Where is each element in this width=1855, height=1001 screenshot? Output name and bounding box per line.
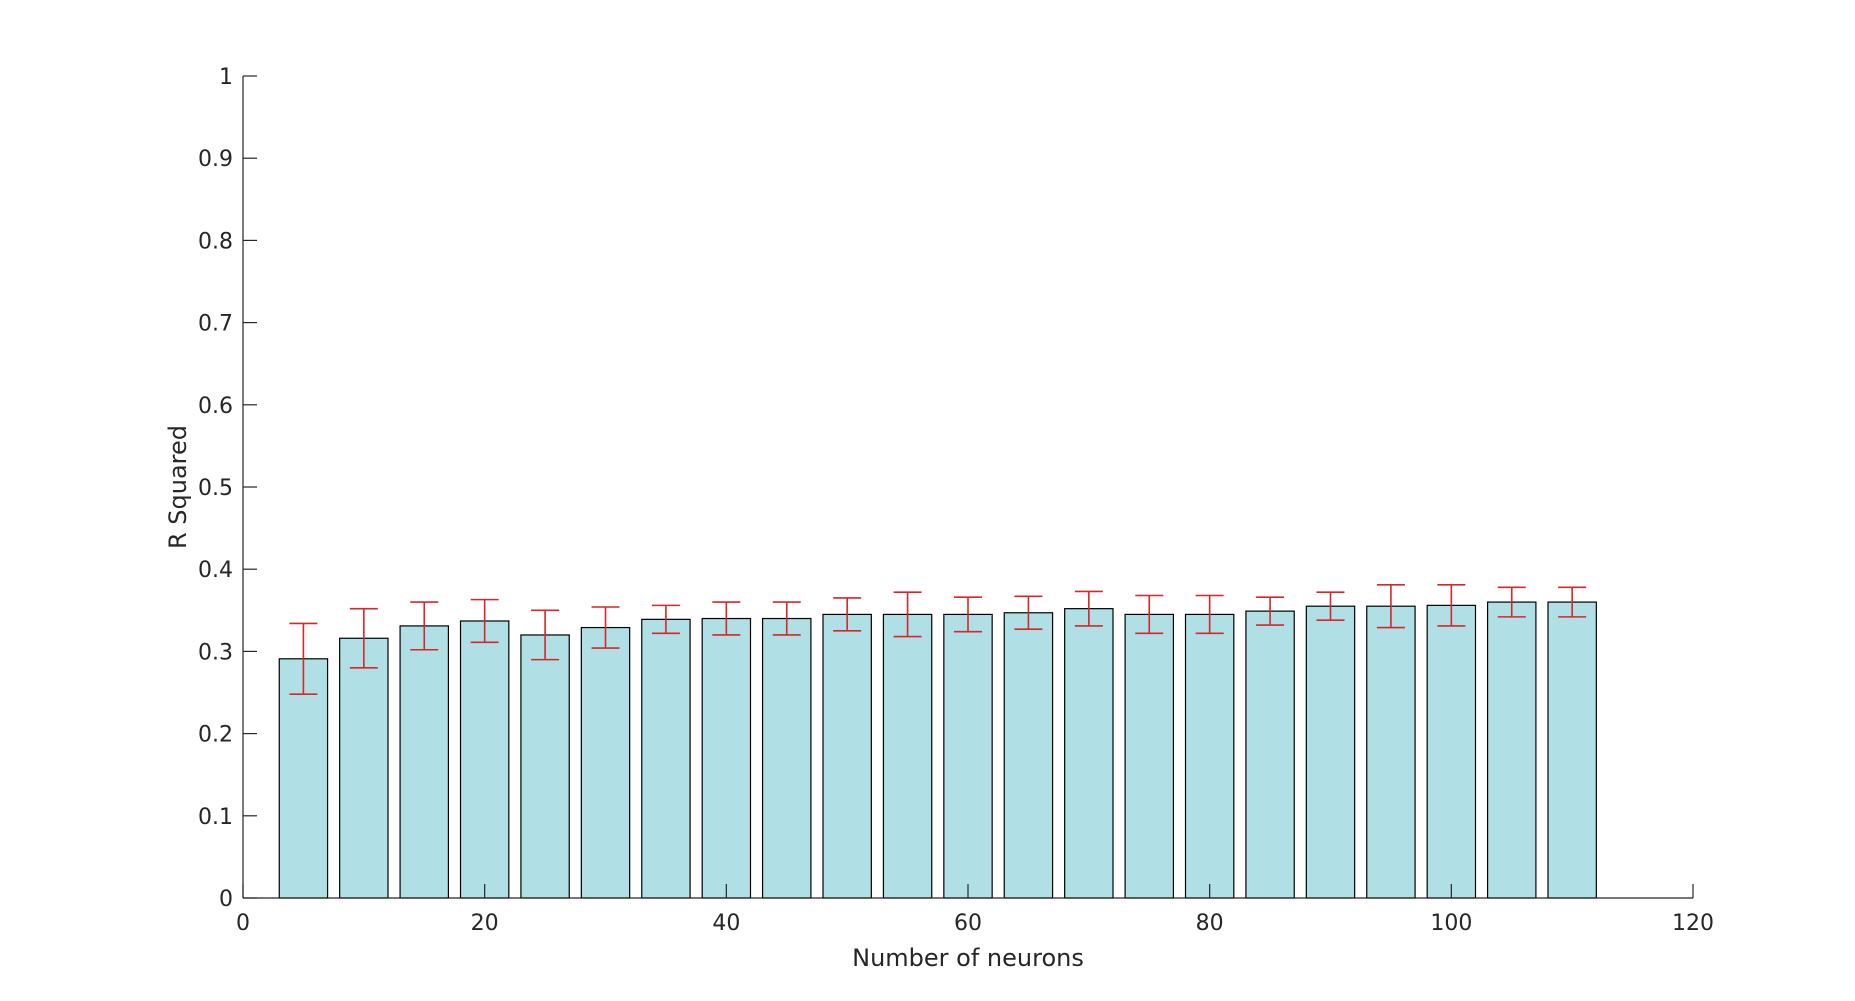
error-bar-5 xyxy=(289,622,318,695)
error-bar-105 xyxy=(1497,586,1526,618)
y-tick-label-0.5: 0.5 xyxy=(198,476,233,501)
bar-60 xyxy=(943,613,993,899)
error-bar-75 xyxy=(1135,594,1164,635)
bar-30 xyxy=(580,626,631,899)
bar-25 xyxy=(520,634,570,899)
x-tick-label-60: 60 xyxy=(954,911,982,936)
y-tick-label-0.9: 0.9 xyxy=(198,147,233,172)
bar-50 xyxy=(822,613,872,899)
bar-55 xyxy=(882,613,933,899)
error-bar-15 xyxy=(410,601,439,651)
bar-90 xyxy=(1305,605,1356,899)
bar-75 xyxy=(1124,613,1175,899)
error-bar-25 xyxy=(531,609,560,661)
error-bar-65 xyxy=(1014,595,1043,631)
error-bar-50 xyxy=(833,597,862,632)
y-tick-label-0.2: 0.2 xyxy=(198,723,233,748)
axes: 0 20 40 60 80 100 120 0 0.1 0.2 0.3 0.4 0.5 0.6 0.7 0.8… xyxy=(198,65,1714,936)
bar-70 xyxy=(1064,608,1114,899)
y-tick-label-0: 0 xyxy=(219,887,233,912)
y-tick-label-0.8: 0.8 xyxy=(198,229,233,254)
y-axis-label: R Squared xyxy=(164,425,192,549)
bars-layer xyxy=(278,601,1597,899)
bar-40 xyxy=(701,617,752,899)
error-bars-layer xyxy=(289,584,1587,695)
bar-35 xyxy=(641,618,691,899)
error-bar-95 xyxy=(1376,584,1405,629)
bar-105 xyxy=(1486,601,1537,899)
x-tick-label-80: 80 xyxy=(1196,911,1224,936)
error-bar-85 xyxy=(1256,596,1285,626)
y-tick-label-0.1: 0.1 xyxy=(198,805,233,830)
error-bar-40 xyxy=(712,601,741,636)
error-bar-45 xyxy=(772,601,801,636)
bar-95 xyxy=(1366,605,1416,899)
error-bar-20 xyxy=(470,598,499,644)
bar-85 xyxy=(1245,610,1295,899)
error-bar-80 xyxy=(1195,594,1224,635)
bar-15 xyxy=(399,625,450,899)
x-tick-label-0: 0 xyxy=(236,911,250,936)
error-bar-90 xyxy=(1316,591,1345,621)
bar-45 xyxy=(761,617,812,899)
bar-5 xyxy=(278,658,329,899)
y-tick-label-0.4: 0.4 xyxy=(198,558,233,583)
bar-80 xyxy=(1184,613,1235,899)
error-bar-35 xyxy=(651,604,680,635)
x-tick-label-120: 120 xyxy=(1672,911,1714,936)
error-bar-70 xyxy=(1074,590,1103,627)
y-tick-label-0.3: 0.3 xyxy=(198,640,233,665)
error-bar-100 xyxy=(1437,584,1466,627)
error-bar-60 xyxy=(954,596,982,633)
x-axis-label: Number of neurons xyxy=(852,944,1084,972)
bar-100 xyxy=(1426,604,1477,899)
error-bar-55 xyxy=(893,591,922,638)
x-tick-label-100: 100 xyxy=(1430,911,1472,936)
error-bar-30 xyxy=(591,606,620,649)
error-bar-10 xyxy=(349,607,378,669)
error-bar-110 xyxy=(1558,586,1587,618)
y-tick-label-1: 1 xyxy=(219,65,233,90)
x-tick-label-20: 20 xyxy=(471,911,499,936)
bar-110 xyxy=(1547,601,1597,899)
bar-65 xyxy=(1003,612,1054,899)
bar-10 xyxy=(339,637,389,899)
x-tick-label-40: 40 xyxy=(712,911,740,936)
bar-20 xyxy=(459,620,510,899)
y-tick-label-0.7: 0.7 xyxy=(198,312,233,337)
y-tick-label-0.6: 0.6 xyxy=(198,394,233,419)
